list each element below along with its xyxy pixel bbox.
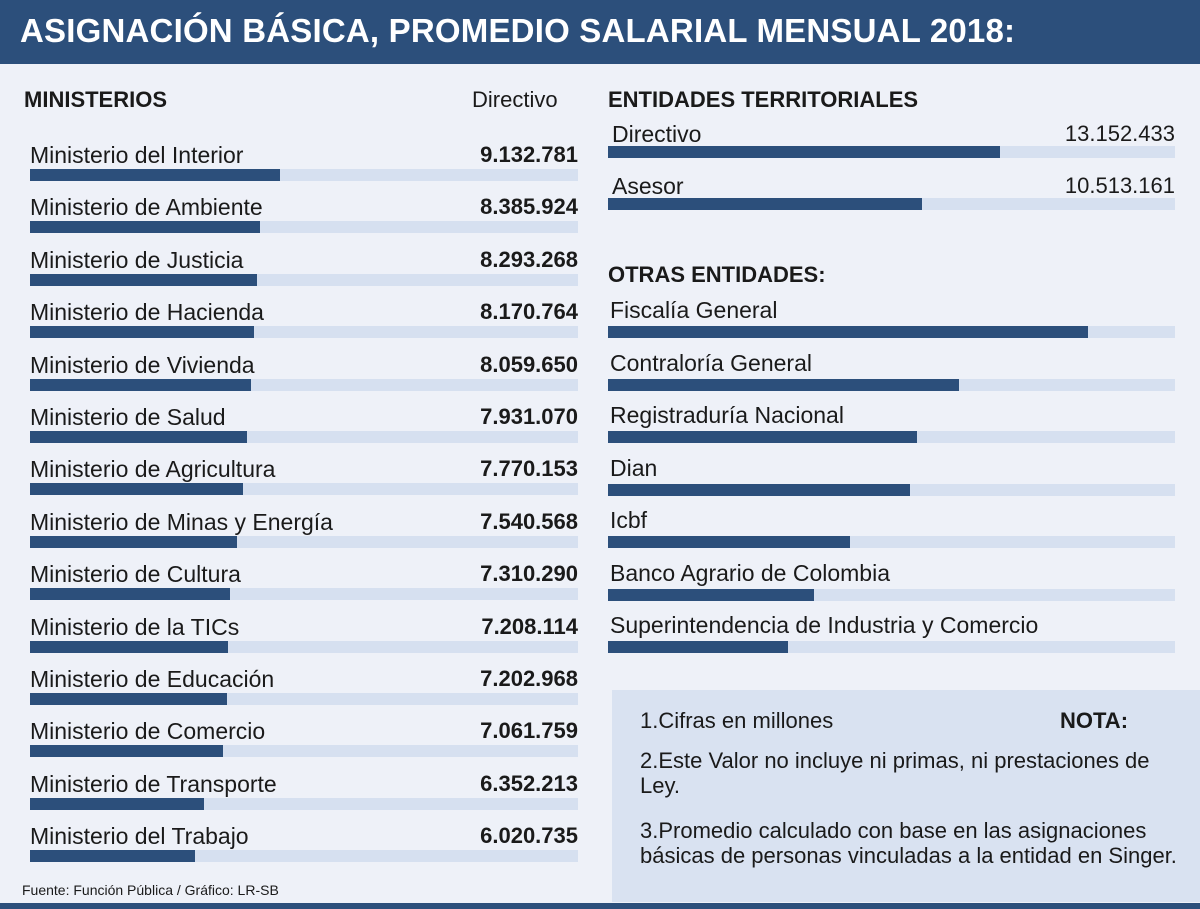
entidad-bar-track (608, 431, 1175, 443)
ministerio-bar-track (30, 535, 578, 548)
entidad-label: Registraduría Nacional (610, 402, 844, 428)
ministerio-value: 9.132.781 (480, 142, 578, 167)
ministerio-bar-track (30, 431, 578, 443)
chart-title: ASIGNACIÓN BÁSICA, PROMEDIO SALARIAL MEN… (20, 12, 1016, 49)
ministerio-value: 7.202.968 (480, 666, 578, 691)
entidad-bar-track (608, 326, 1175, 338)
ministerio-label: Ministerio de Educación (30, 666, 275, 692)
ministerio-bar (30, 273, 257, 286)
note-2: 2.Este Valor no incluye ni primas, ni pr… (640, 748, 1150, 798)
entidad-label: Dian (610, 454, 658, 481)
ministerio-label: Ministerio de Cultura (30, 561, 241, 588)
ministerio-label: Ministerio de Ambiente (30, 194, 263, 221)
ministerio-label: Ministerio de Justicia (30, 246, 244, 273)
entidad-bar (608, 641, 788, 653)
ministerio-bar (30, 483, 243, 496)
entidad-bar-track (608, 536, 1175, 548)
ministerio-value: 7.208.114 (481, 613, 578, 639)
ministerio-label: Ministerio del Trabajo (30, 823, 249, 850)
otras-title: OTRAS ENTIDADES: (608, 262, 826, 287)
entidad-bar (608, 588, 814, 601)
ministerio-value: 8.059.650 (480, 351, 578, 377)
entidad-label: Icbf (610, 507, 648, 533)
ministerio-value: 6.020.735 (480, 823, 578, 849)
ministerio-bar (30, 850, 195, 863)
ministerio-bar (30, 797, 204, 810)
ministerio-label: Ministerio de Comercio (30, 718, 266, 745)
ministerio-bar-track (30, 850, 578, 863)
territorial-bar (608, 198, 922, 210)
ministerio-value: 8.170.764 (480, 299, 578, 325)
entidad-bar (608, 483, 910, 496)
ministerio-value: 6.352.213 (480, 770, 578, 796)
ministerio-label: Ministerio de Transporte (30, 770, 277, 797)
ministerio-bar (30, 745, 223, 758)
territorial-bar-track (608, 146, 1175, 158)
ministerio-value: 7.931.070 (480, 404, 578, 429)
ministerio-label: Ministerio de la TICs (30, 613, 240, 640)
entidad-bar-track (608, 588, 1175, 601)
ministerio-bar (30, 588, 230, 601)
ministerio-bar (30, 326, 254, 339)
ministerios-series-label: Directivo (472, 87, 558, 112)
ministerio-bar-track (30, 588, 578, 601)
entidad-bar (608, 431, 917, 443)
entidad-label: Superintendencia de Industria y Comercio (610, 612, 1039, 638)
territorial-label: Directivo (612, 121, 702, 147)
ministerio-bar-track (30, 169, 578, 181)
ministerio-value: 7.061.759 (480, 718, 578, 744)
ministerio-label: Ministerio de Salud (30, 404, 226, 430)
header-bar: ASIGNACIÓN BÁSICA, PROMEDIO SALARIAL MEN… (0, 0, 1200, 64)
notes-title: NOTA: (1060, 708, 1129, 733)
source-credit: Fuente: Función Pública / Gráfico: LR-SB (22, 882, 279, 898)
entidad-label: Fiscalía General (610, 297, 778, 323)
ministerio-bar (30, 378, 251, 391)
ministerio-value: 8.385.924 (480, 194, 578, 220)
ministerio-bar-track (30, 221, 578, 234)
footer-bar (0, 903, 1200, 909)
territorial-value: 10.513.161 (1064, 173, 1175, 198)
ministerio-bar-track (30, 745, 578, 758)
ministerio-value: 7.770.153 (480, 456, 578, 482)
ministerio-label: Ministerio del Interior (30, 142, 244, 168)
ministerio-value: 8.293.268 (480, 246, 578, 272)
territorial-bar (608, 146, 1000, 158)
ministerio-label: Ministerio de Vivienda (30, 351, 255, 378)
note-1: 1.Cifras en millones (640, 708, 834, 733)
ministerio-bar-track (30, 797, 578, 810)
ministerios-title: MINISTERIOS (24, 87, 168, 112)
ministerio-value: 7.540.568 (480, 508, 578, 534)
entidad-bar (608, 378, 959, 391)
ministerio-label: Ministerio de Agricultura (30, 456, 276, 483)
ministerio-bar (30, 640, 228, 653)
note-3: 3.Promedio calculado con base en las asi… (640, 818, 1177, 868)
ministerio-label: Ministerio de Hacienda (30, 299, 264, 326)
ministerio-bar (30, 693, 227, 705)
ministerio-value: 7.310.290 (480, 561, 578, 587)
ministerio-bar-track (30, 640, 578, 653)
entidad-bar-track (608, 483, 1175, 496)
ministerio-bar-track (30, 483, 578, 496)
entidad-bar (608, 536, 850, 548)
entidad-bar-track (608, 641, 1175, 653)
ministerio-bar-track (30, 693, 578, 705)
notes-box: 1.Cifras en millones NOTA: 2.Este Valor … (612, 690, 1200, 902)
territoriales-title: ENTIDADES TERRITORIALES (608, 87, 919, 112)
ministerio-bar (30, 535, 237, 548)
ministerio-label: Ministerio de Minas y Energía (30, 508, 333, 535)
entidad-label: Contraloría General (610, 349, 812, 376)
entidad-bar (608, 326, 1088, 338)
entidad-bar-track (608, 378, 1175, 391)
ministerio-bar-track (30, 378, 578, 391)
territorial-value: 13.152.433 (1064, 121, 1175, 146)
ministerio-bar (30, 431, 247, 443)
territorial-label: Asesor (612, 173, 684, 199)
ministerio-bar (30, 221, 260, 234)
ministerio-bar-track (30, 273, 578, 286)
entidad-label: Banco Agrario de Colombia (610, 559, 890, 586)
ministerio-bar-track (30, 326, 578, 339)
ministerio-bar (30, 169, 280, 181)
territorial-bar-track (608, 198, 1175, 210)
